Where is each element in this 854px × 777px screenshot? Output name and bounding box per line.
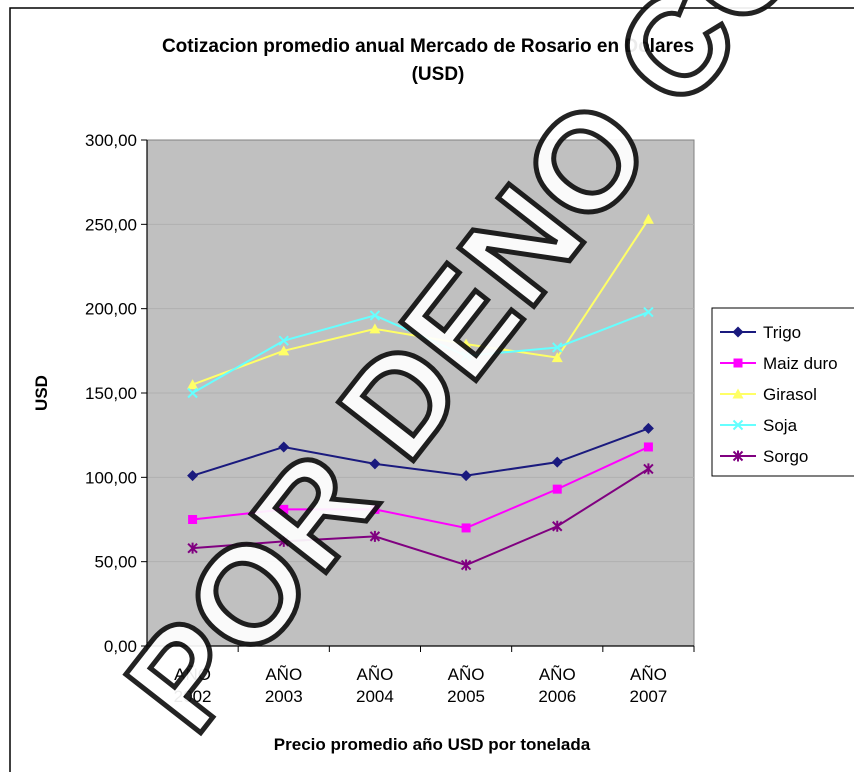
data-point-sorgo bbox=[460, 559, 472, 571]
x-axis-title: Precio promedio año USD por tonelada bbox=[274, 735, 591, 754]
data-point-maiz-duro bbox=[279, 504, 289, 514]
series-lines bbox=[192, 218, 650, 567]
x-tick-label: AÑO 2002 bbox=[174, 665, 212, 706]
data-point-soja bbox=[187, 387, 198, 399]
data-point-girasol bbox=[278, 345, 290, 356]
legend: Trigo Maiz duro Girasol Soja Sorgo bbox=[711, 307, 854, 477]
series-markers bbox=[187, 213, 654, 571]
data-point-soja bbox=[552, 342, 563, 353]
x-tick-label: AÑO 2005 bbox=[447, 665, 485, 706]
x-tick-label: AÑO 2003 bbox=[265, 665, 303, 706]
data-point-soja bbox=[643, 306, 654, 318]
legend-label-maiz-duro: Maiz duro bbox=[763, 354, 838, 373]
series-line-soja bbox=[192, 311, 649, 394]
y-tick-label: 250,00 bbox=[85, 215, 137, 234]
series-line-maiz-duro bbox=[192, 446, 649, 529]
legend-label-girasol: Girasol bbox=[763, 385, 817, 404]
legend-marker-trigo bbox=[732, 326, 744, 338]
data-point-girasol bbox=[551, 352, 563, 363]
data-point-trigo bbox=[278, 441, 290, 453]
y-tick-label: 200,00 bbox=[85, 300, 137, 319]
y-tick-label: 100,00 bbox=[85, 468, 137, 487]
gridlines bbox=[147, 223, 694, 563]
x-tick-label: AÑO 2004 bbox=[356, 665, 394, 706]
legend-label-sorgo: Sorgo bbox=[763, 447, 808, 466]
chart-title-line1: Cotizacion promedio anual Mercado de Ros… bbox=[162, 36, 694, 57]
data-point-maiz-duro bbox=[370, 504, 380, 514]
data-point-girasol bbox=[642, 213, 654, 224]
data-point-sorgo bbox=[187, 542, 198, 554]
legend-marker-girasol bbox=[732, 388, 744, 399]
data-point-soja bbox=[369, 310, 381, 321]
legend-marker-soja bbox=[732, 419, 744, 431]
data-point-girasol bbox=[460, 338, 472, 349]
legend-marker-sorgo bbox=[732, 450, 744, 462]
y-tick-label: 300,00 bbox=[85, 131, 137, 150]
legend-label-trigo: Trigo bbox=[763, 323, 801, 342]
y-tick-label: 50,00 bbox=[94, 553, 137, 572]
legend-label-soja: Soja bbox=[763, 416, 798, 435]
data-point-girasol bbox=[369, 323, 381, 334]
series-line-sorgo bbox=[192, 468, 649, 567]
data-point-maiz-duro bbox=[552, 484, 562, 494]
data-point-sorgo bbox=[278, 535, 289, 547]
series-line-trigo bbox=[192, 427, 649, 477]
data-point-soja bbox=[460, 350, 472, 362]
data-point-maiz-duro bbox=[643, 442, 653, 452]
data-point-girasol bbox=[187, 379, 199, 390]
x-tick-label: AÑO 2006 bbox=[538, 665, 576, 706]
data-point-trigo bbox=[369, 458, 381, 470]
data-point-maiz-duro bbox=[461, 523, 471, 533]
data-point-trigo bbox=[642, 422, 654, 434]
x-tick-label: AÑO 2007 bbox=[630, 665, 668, 706]
data-point-soja bbox=[278, 335, 289, 346]
data-point-sorgo bbox=[369, 530, 381, 542]
data-point-maiz-duro bbox=[188, 515, 198, 524]
y-tick-label: 150,00 bbox=[85, 384, 137, 403]
chart-title-line2: (USD) bbox=[412, 64, 465, 85]
data-point-trigo bbox=[187, 470, 199, 482]
data-point-sorgo bbox=[552, 520, 563, 532]
legend-marker-maiz-duro bbox=[733, 358, 743, 368]
y-axis-title: USD bbox=[32, 375, 51, 411]
data-point-sorgo bbox=[643, 463, 654, 475]
data-point-trigo bbox=[551, 456, 563, 468]
legend-box bbox=[711, 307, 854, 477]
y-tick-label: 0,00 bbox=[104, 637, 137, 656]
x-tick-labels: AÑO 2002 AÑO 2003 AÑO 2004 AÑO 2005 AÑO 2006 AÑO 20… bbox=[174, 665, 668, 706]
y-tick-labels: 0,00 50,00 100,00 150,00 200,00 250,00 300,00 bbox=[85, 131, 137, 656]
data-point-trigo bbox=[460, 470, 472, 482]
axes bbox=[141, 139, 695, 652]
